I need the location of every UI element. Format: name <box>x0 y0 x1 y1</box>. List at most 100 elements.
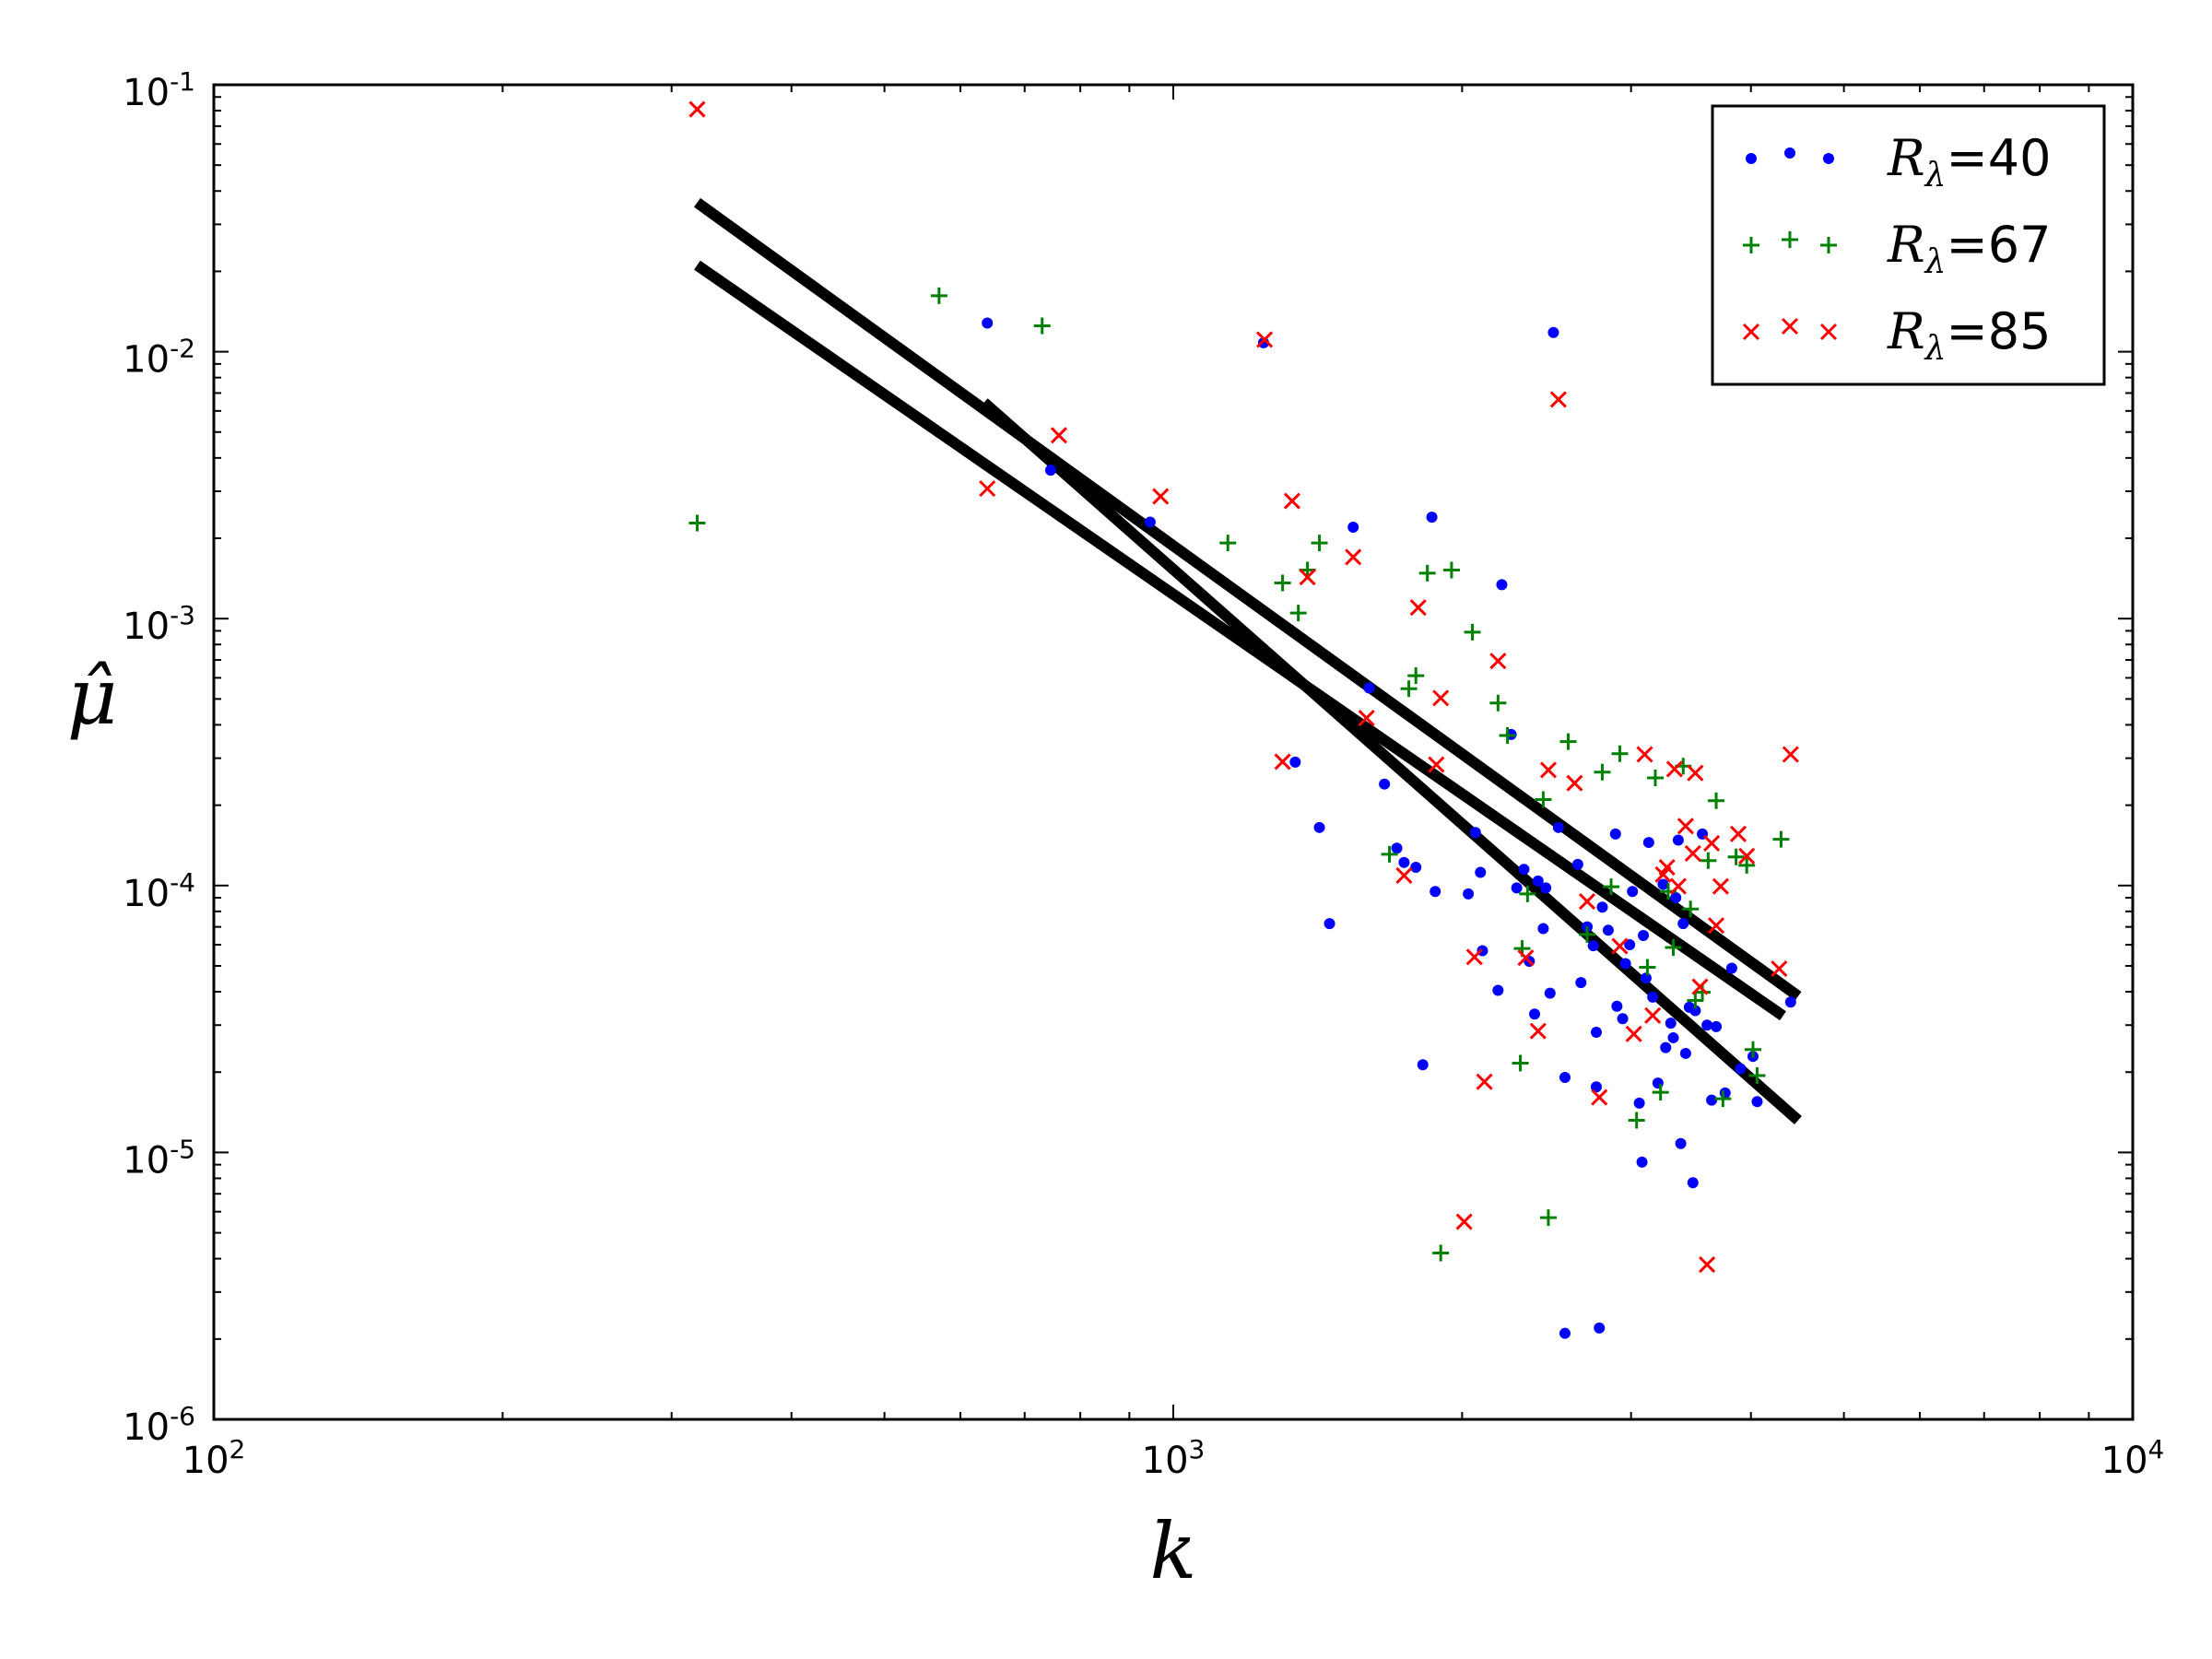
data-point <box>1672 834 1684 846</box>
data-point <box>1627 886 1639 898</box>
data-point <box>1619 958 1631 970</box>
data-point <box>1609 828 1621 840</box>
data-point <box>1687 1177 1699 1189</box>
data-point <box>1633 1097 1645 1109</box>
data-point <box>1771 959 1788 978</box>
data-point <box>1640 972 1652 984</box>
data-point <box>1044 465 1056 477</box>
data-point <box>1603 878 1620 896</box>
data-point <box>1719 1087 1731 1099</box>
data-point <box>1274 753 1291 771</box>
data-point <box>1417 1059 1429 1071</box>
data-point <box>1428 756 1445 773</box>
data-point <box>1590 1027 1602 1039</box>
data-point <box>1283 492 1300 510</box>
data-point <box>1689 1005 1701 1017</box>
data-point <box>1033 317 1051 335</box>
data-point <box>1611 937 1629 955</box>
y-tick-label: 10-5 <box>123 1134 195 1182</box>
data-point <box>1469 827 1481 839</box>
data-point <box>1499 726 1516 744</box>
data-point <box>1311 535 1328 552</box>
data-point <box>979 480 996 498</box>
data-point <box>688 514 706 532</box>
legend-marker-symbol <box>1819 323 1838 341</box>
data-point <box>1670 892 1682 904</box>
data-point <box>1694 983 1712 1001</box>
x-tick-label: 104 <box>2101 1434 2165 1482</box>
data-point <box>1638 929 1650 941</box>
data-point <box>1529 1008 1541 1020</box>
data-point <box>1489 694 1507 712</box>
data-point <box>1391 842 1403 854</box>
y-tick-label: 10-3 <box>123 600 195 648</box>
data-point <box>1665 1018 1677 1030</box>
data-point <box>1665 939 1682 957</box>
legend: Rλ=40 Rλ=67 Rλ=85 <box>1711 104 2106 386</box>
data-point <box>1684 844 1701 862</box>
x-tick-label: 102 <box>182 1434 246 1482</box>
data-point <box>1535 791 1552 808</box>
data-point <box>1687 992 1704 1009</box>
fit-line-3 <box>980 398 1802 1124</box>
data-point <box>1559 733 1577 750</box>
data-point <box>1496 579 1508 591</box>
data-point <box>1464 623 1481 641</box>
data-point <box>1658 858 1676 877</box>
legend-box <box>1711 104 2106 386</box>
data-point <box>1699 1256 1716 1274</box>
series-85 <box>688 100 1799 1274</box>
data-point <box>930 287 947 304</box>
data-point <box>1540 882 1552 894</box>
data-point <box>1465 948 1483 966</box>
data-point <box>1289 605 1307 622</box>
x-tick-label: 103 <box>1142 1434 1206 1482</box>
legend-marker <box>1742 317 1838 341</box>
data-point <box>1657 878 1669 890</box>
data-point <box>1652 1084 1669 1101</box>
fit-line-2 <box>694 260 1786 1021</box>
data-point <box>1549 391 1567 408</box>
legend-marker-symbol <box>1742 323 1760 341</box>
legend-marker-symbol <box>1782 231 1798 248</box>
data-point <box>1639 959 1656 976</box>
data-point <box>1579 925 1596 943</box>
legend-marker-symbol <box>1743 237 1759 253</box>
data-point <box>1679 1047 1691 1059</box>
data-point <box>1707 917 1725 935</box>
data-point <box>1594 1322 1606 1334</box>
data-point <box>1430 886 1441 898</box>
data-point <box>1299 569 1316 586</box>
data-point <box>1489 653 1507 670</box>
y-axis-title: μ̂ <box>67 652 118 742</box>
data-point <box>1687 764 1704 782</box>
data-point <box>1660 1041 1672 1053</box>
data-point <box>1050 427 1067 444</box>
data-point <box>1691 978 1709 995</box>
data-point <box>1544 987 1556 999</box>
data-point <box>1735 1063 1747 1075</box>
data-point <box>1537 923 1549 935</box>
data-point <box>1152 488 1170 505</box>
x-axis-title: k <box>1150 1506 1197 1596</box>
data-point <box>1400 680 1418 698</box>
data-point <box>1455 1213 1473 1230</box>
data-point <box>1784 996 1796 1008</box>
data-point <box>1418 564 1436 582</box>
data-point <box>1669 877 1687 895</box>
data-point <box>1729 825 1747 842</box>
data-point <box>1475 866 1487 878</box>
data-point <box>1745 1041 1761 1058</box>
data-point <box>1381 845 1398 863</box>
data-point <box>1324 918 1335 930</box>
data-point <box>1566 774 1583 792</box>
data-point <box>1219 535 1237 552</box>
data-point <box>1675 1137 1687 1149</box>
data-point <box>1426 512 1438 524</box>
data-point <box>1476 1073 1493 1090</box>
legend-marker <box>1746 147 1834 164</box>
data-point <box>1677 818 1694 835</box>
legend-entry: Rλ=40 <box>1746 129 2051 194</box>
data-point <box>1539 1209 1557 1227</box>
data-point <box>1547 326 1559 338</box>
